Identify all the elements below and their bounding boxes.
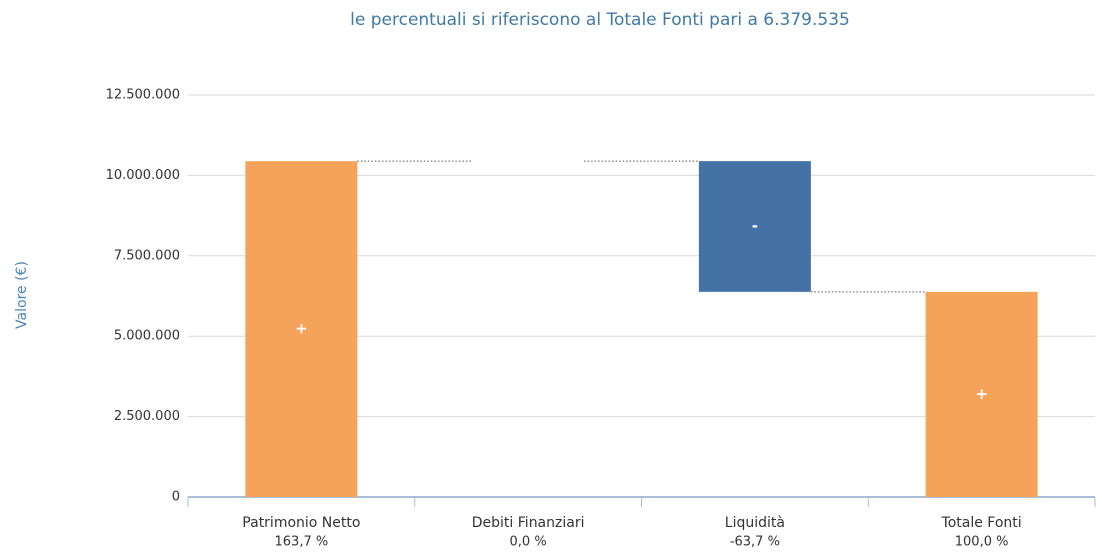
y-tick-label: 5.000.000 (114, 329, 180, 344)
x-tick-sublabel: 100,0 % (955, 535, 1009, 550)
chart-title: le percentuali si riferiscono al Totale … (350, 10, 850, 30)
x-tick-label: Patrimonio Netto (242, 515, 360, 531)
x-tick-label: Totale Fonti (941, 515, 1022, 531)
bar (925, 291, 1038, 497)
y-tick-label: 0 (172, 490, 180, 505)
y-tick-label: 10.000.000 (106, 168, 180, 183)
y-tick-label: 12.500.000 (106, 88, 180, 103)
bar-sign: - (752, 217, 758, 235)
x-tick-sublabel: -63,7 % (730, 535, 780, 550)
y-axis-label: Valore (€) (14, 261, 30, 329)
bar (472, 161, 585, 162)
y-tick-label: 2.500.000 (114, 409, 180, 424)
bar-sign: + (295, 320, 308, 338)
x-tick-sublabel: 163,7 % (275, 535, 329, 550)
x-tick-label: Liquidità (725, 515, 785, 531)
bar-sign: + (975, 385, 988, 403)
bar (698, 161, 811, 292)
y-tick-label: 7.500.000 (114, 248, 180, 263)
bar (245, 161, 358, 498)
x-tick-label: Debiti Finanziari (472, 515, 585, 531)
x-tick-sublabel: 0,0 % (510, 535, 547, 550)
